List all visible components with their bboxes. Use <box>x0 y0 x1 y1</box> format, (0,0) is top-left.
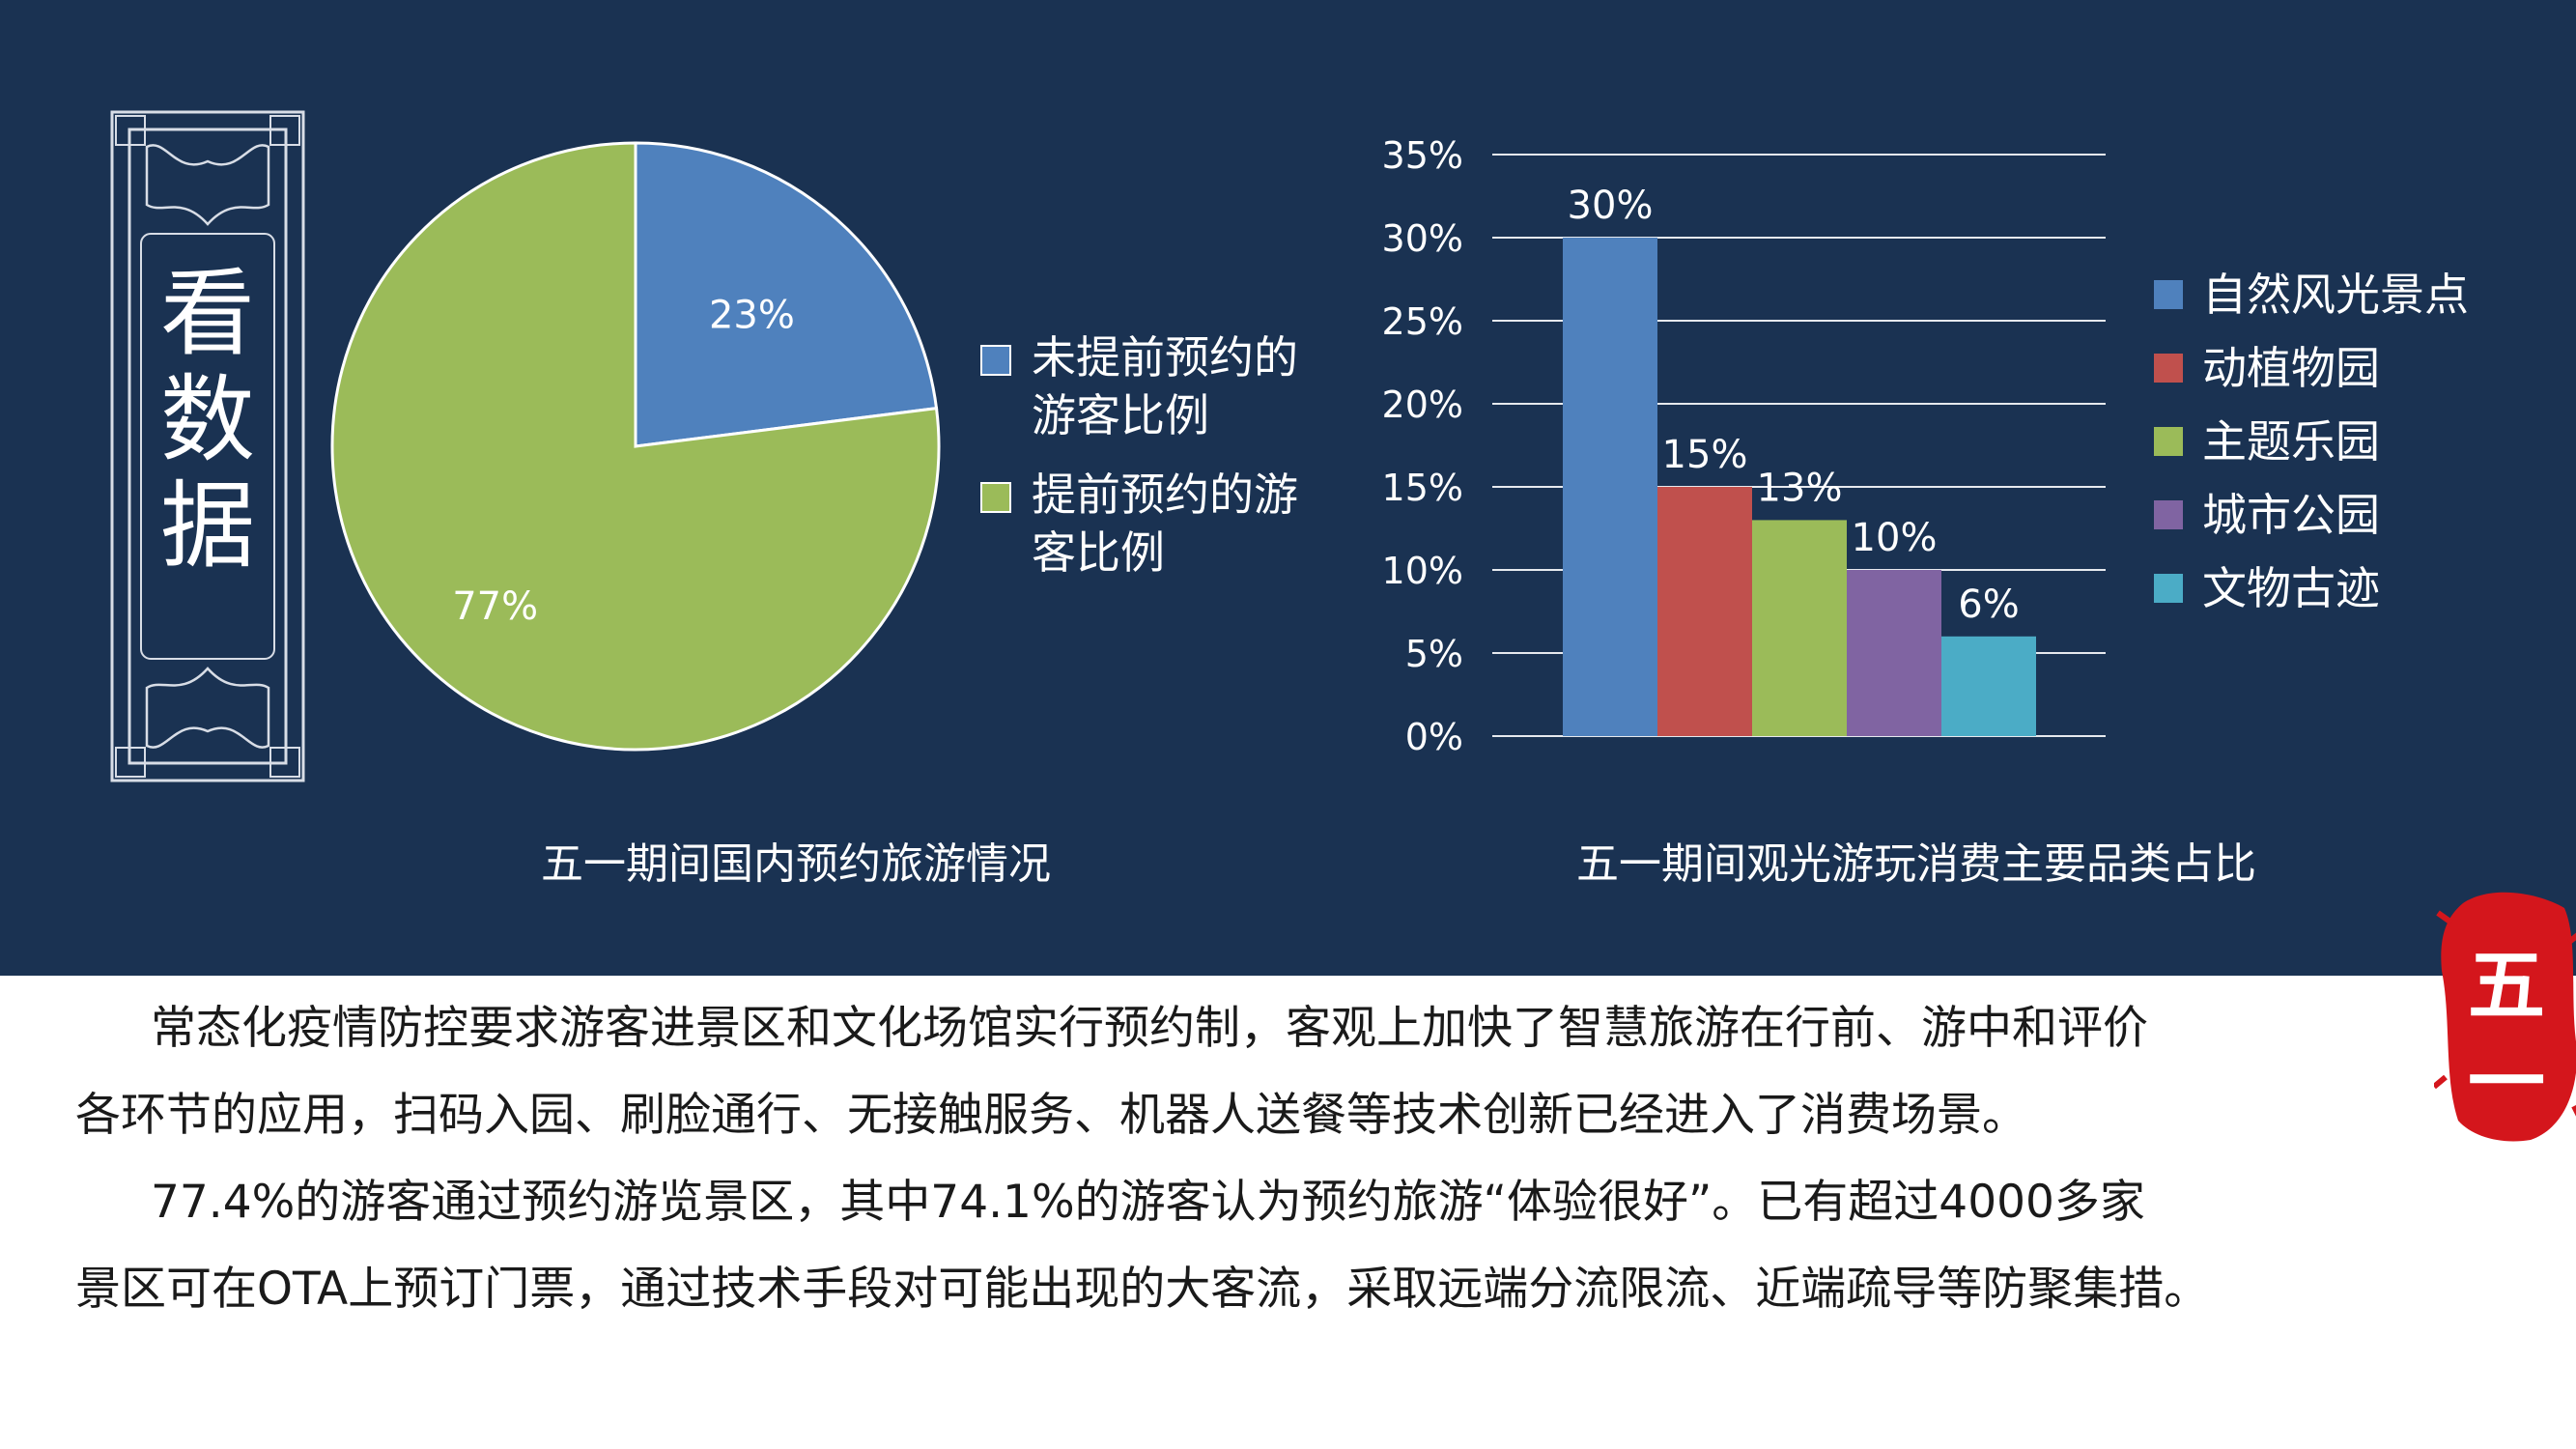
seal-char: 一 <box>2468 1037 2545 1127</box>
bar <box>1847 570 1941 736</box>
legend-label: 主题乐园 <box>2202 415 2380 468</box>
legend-label: 未提前预约的 <box>1032 331 1298 384</box>
legend-swatch <box>2154 427 2183 456</box>
pie-data-label: 77% <box>452 584 538 629</box>
bar-chart-title: 五一期间观光游玩消费主要品类占比 <box>1576 839 2256 889</box>
legend-swatch <box>2154 280 2183 309</box>
pie-chart-title: 五一期间国内预约旅游情况 <box>541 839 1051 889</box>
legend-swatch <box>980 482 1011 513</box>
bar-data-label: 15% <box>1662 433 1748 477</box>
legend-swatch <box>2154 354 2183 383</box>
pie-slice <box>634 141 939 448</box>
bar <box>1563 238 1657 736</box>
red-brush-seal <box>2434 892 2576 1142</box>
side-title-char: 据 <box>159 471 255 582</box>
legend-label: 城市公园 <box>2202 489 2380 541</box>
bar <box>1752 520 1847 736</box>
y-tick-label: 25% <box>1382 300 1463 343</box>
y-tick-label: 15% <box>1382 467 1463 509</box>
side-title-char: 看 <box>159 259 255 369</box>
bar <box>1941 636 2036 736</box>
bar-data-label: 13% <box>1757 466 1843 510</box>
paragraph-line: 景区可在OTA上预订门票，通过技术手段对可能出现的大客流，采取远端分流限流、近端… <box>75 1263 2210 1316</box>
y-tick-label: 20% <box>1382 384 1463 426</box>
side-title: 看 数 据 <box>108 261 307 580</box>
bar-data-label: 6% <box>1958 582 2019 627</box>
legend-swatch <box>2154 574 2183 603</box>
legend-label: 提前预约的游 <box>1032 469 1298 521</box>
paragraph-2: 77.4%的游客通过预约游览景区，其中74.1%的游客认为预约旅游“体验很好”。… <box>75 1159 2374 1333</box>
y-tick-label: 35% <box>1382 134 1463 177</box>
legend-label: 自然风光景点 <box>2202 269 2469 321</box>
legend-label: 游客比例 <box>1032 389 1209 441</box>
paragraph-line: 77.4%的游客通过预约游览景区，其中74.1%的游客认为预约旅游“体验很好”。… <box>151 1176 2145 1229</box>
y-tick-label: 30% <box>1382 217 1463 260</box>
side-title-char: 数 <box>159 365 255 475</box>
seal-char: 五 <box>2468 940 2545 1031</box>
legend-label: 客比例 <box>1032 526 1165 579</box>
y-tick-label: 10% <box>1382 550 1463 592</box>
legend-label: 文物古迹 <box>2202 562 2380 614</box>
pie-slice <box>330 141 941 752</box>
legend-swatch <box>2154 500 2183 529</box>
data-banner: 看 数 据 23% 77% 未提前预约的 游客比例 提前预约的游 客比例 0% 5% 10% 1… <box>0 0 2576 976</box>
bar-data-label: 10% <box>1852 516 1938 560</box>
paragraph-line: 各环节的应用，扫码入园、刷脸通行、无接触服务、机器人送餐等技术创新已经进入了消费… <box>75 1089 2027 1142</box>
seal-label: 五 一 <box>2453 937 2560 1130</box>
paragraph-1: 常态化疫情防控要求游客进景区和文化场馆实行预约制，客观上加快了智慧旅游在行前、游… <box>75 985 2374 1159</box>
bar-data-label: 30% <box>1568 184 1654 228</box>
y-tick-label: 5% <box>1405 633 1463 675</box>
pie-data-label: 23% <box>709 293 795 337</box>
legend-label: 动植物园 <box>2202 342 2380 394</box>
legend-swatch <box>980 345 1011 376</box>
bar <box>1657 487 1752 736</box>
y-tick-label: 0% <box>1405 716 1463 758</box>
paragraph-line: 常态化疫情防控要求游客进景区和文化场馆实行预约制，客观上加快了智慧旅游在行前、游… <box>151 1002 2148 1055</box>
ornamental-frame <box>110 110 305 782</box>
bar-chart: 0%5%10%15%20%25%30%35%30%15%13%10%6%自然风光… <box>1382 134 2469 758</box>
